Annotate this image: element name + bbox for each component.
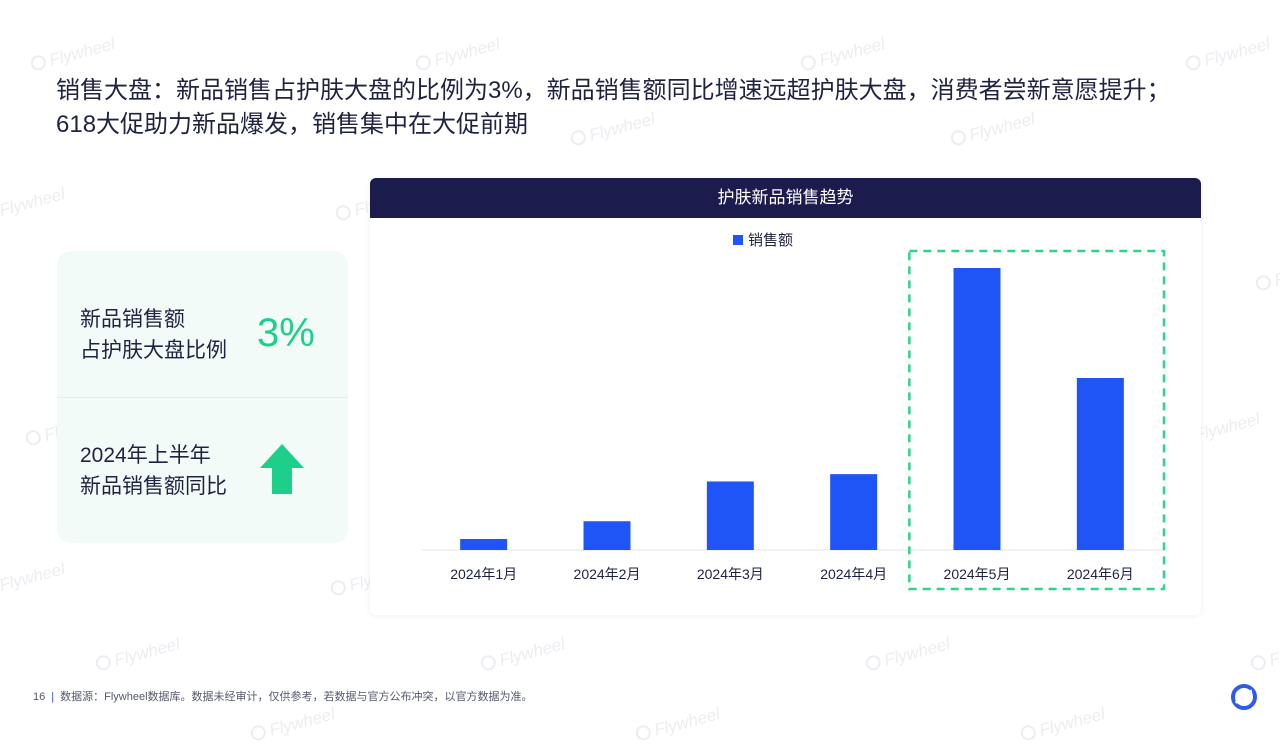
- bar-6: [1076, 377, 1124, 550]
- watermark-text: Flywheel: [1019, 704, 1107, 746]
- chart-legend: 销售额: [733, 232, 793, 249]
- watermark-text: Flywheel: [479, 634, 567, 676]
- x-tick-label: 2024年5月: [944, 566, 1011, 582]
- x-tick-label: 2024年4月: [820, 566, 887, 582]
- arrow-up-icon: [260, 444, 304, 494]
- kpi-growth-label: 2024年上半年 新品销售额同比: [80, 440, 227, 502]
- kpi-divider: [57, 397, 348, 398]
- page-number: 16: [33, 691, 46, 703]
- kpi-share-value: 3%: [257, 311, 315, 355]
- watermark-text: Flywheel: [0, 559, 67, 601]
- watermark-text: Flywheel: [1254, 254, 1280, 296]
- x-tick-label: 2024年6月: [1067, 566, 1134, 582]
- bar-2: [583, 521, 631, 550]
- bar-4: [830, 474, 878, 550]
- highlight-box: [908, 249, 1166, 591]
- x-tick-label: 2024年3月: [697, 566, 764, 582]
- bar-3: [706, 481, 754, 550]
- footer: 16 | 数据源：Flywheel数据库。数据未经审计，仅供参考，若数据与官方公布冲…: [33, 688, 533, 704]
- x-tick-label: 2024年2月: [574, 566, 641, 582]
- page-headline: 销售大盘：新品销售占护肤大盘的比例为3%，新品销售额同比增速远超护肤大盘，消费者…: [56, 74, 1236, 142]
- footer-separator: |: [51, 691, 55, 703]
- legend-swatch: [733, 235, 743, 245]
- watermark-text: Flywheel: [414, 34, 502, 76]
- watermark-text: Flywheel: [1249, 634, 1280, 676]
- bar-1: [460, 539, 508, 550]
- flywheel-logo-icon: [1231, 684, 1257, 710]
- kpi-card: 新品销售额 占护肤大盘比例 3% 2024年上半年 新品销售额同比: [57, 251, 348, 543]
- kpi-share-label: 新品销售额 占护肤大盘比例: [80, 304, 227, 366]
- kpi-share-label-line-1: 新品销售额: [80, 308, 185, 331]
- kpi-share-label-line-2: 占护肤大盘比例: [80, 339, 227, 362]
- watermark-text: Flywheel: [634, 704, 722, 746]
- chart-panel: 护肤新品销售趋势 销售额 2024年1月 2024年2月 2024年3月 2024年4月…: [370, 178, 1201, 615]
- bar-chart: 销售额 2024年1月 2024年2月 2024年3月 2024年4月 2024年5月 20…: [422, 232, 1166, 591]
- headline-line-1: 销售大盘：新品销售占护肤大盘的比例为3%，新品销售额同比增速远超护肤大盘，消费者…: [56, 77, 1171, 104]
- x-tick-label: 2024年1月: [450, 566, 517, 582]
- bar-5: [953, 268, 1001, 550]
- watermark-text: Flywheel: [29, 34, 117, 76]
- chart-title: 护肤新品销售趋势: [370, 178, 1201, 218]
- headline-line-2: 618大促助力新品爆发，销售集中在大促前期: [56, 111, 529, 138]
- kpi-growth-label-line-1: 2024年上半年: [80, 444, 211, 467]
- legend-label: 销售额: [748, 232, 793, 249]
- kpi-growth-label-line-2: 新品销售额同比: [80, 475, 227, 498]
- watermark-text: Flywheel: [799, 34, 887, 76]
- watermark-text: Flywheel: [94, 634, 182, 676]
- watermark-text: Flywheel: [249, 704, 337, 746]
- watermark-text: Flywheel: [1184, 34, 1272, 76]
- watermark-text: Flywheel: [0, 184, 67, 226]
- watermark-text: Flywheel: [864, 634, 952, 676]
- footer-source: 数据源：Flywheel数据库。数据未经审计，仅供参考，若数据与官方公布冲突，以…: [60, 691, 533, 703]
